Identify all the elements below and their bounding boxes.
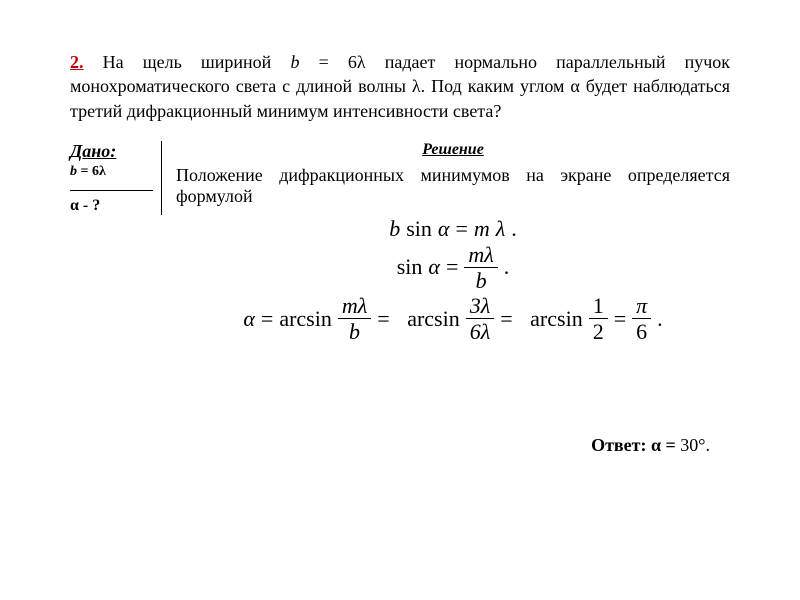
eq1-eq: =: [455, 217, 467, 241]
eq3-f1-num-l: λ: [358, 293, 368, 318]
eq2-num-m: m: [468, 242, 484, 267]
given-separator: [70, 190, 153, 191]
eq3-dot: .: [657, 307, 663, 331]
eq3-frac1: mλ b: [338, 294, 371, 343]
eq3-frac4: π 6: [632, 294, 651, 343]
eq3-f2-den: 6λ: [466, 319, 495, 343]
eq3-f3-num: 1: [589, 294, 608, 319]
eq2-alpha: α: [428, 255, 440, 279]
statement-part1: На щель шириной: [84, 52, 291, 72]
eq3-eq3: =: [500, 307, 512, 331]
eq3-alpha: α: [243, 307, 255, 331]
eq2-dot: .: [504, 255, 510, 279]
eq1-sin: sin: [406, 217, 432, 241]
eq3-frac2: 3λ 6λ: [466, 294, 495, 343]
page: 2. На щель шириной b = 6λ падает нормаль…: [0, 0, 800, 486]
eq2-num-l: λ: [484, 242, 494, 267]
given-line-1: b = 6λ: [70, 164, 153, 186]
eq3-f1-den: b: [345, 319, 364, 343]
solution-intro: Положение дифракционных минимумов на экр…: [176, 165, 730, 207]
given-block: Дано: b = 6λ α - ?: [70, 141, 162, 215]
eq2-sin: sin: [397, 255, 423, 279]
answer-value: 30°.: [680, 435, 710, 455]
equation-2: sin α = mλ b .: [176, 243, 730, 292]
solution-block: Решение Положение дифракционных минимумо…: [162, 141, 730, 345]
eq3-f3-den: 2: [589, 319, 608, 343]
eq3-eq2: =: [377, 307, 389, 331]
given-heading: Дано:: [70, 141, 153, 162]
answer-line: Ответ: α = 30°.: [70, 435, 730, 456]
problem-statement: 2. На щель шириной b = 6λ падает нормаль…: [70, 50, 730, 123]
given-b-val: = 6λ: [77, 164, 106, 179]
eq2-den: b: [472, 268, 491, 292]
eq3-f4-den: 6: [632, 319, 651, 343]
eq3-f4-num: π: [632, 294, 651, 319]
answer-label: Ответ: α =: [591, 435, 680, 455]
eq1-m: m: [474, 217, 490, 241]
solution-layout: Дано: b = 6λ α - ? Решение Положение диф…: [70, 141, 730, 345]
eq3-frac3: 1 2: [589, 294, 608, 343]
eq3-f1-num-m: m: [342, 293, 358, 318]
eq1-dot: .: [511, 217, 517, 241]
eq3-eq4: =: [614, 307, 626, 331]
equation-1: b sin α = mλ.: [176, 215, 730, 241]
eq3-arcsin1: arcsin: [279, 307, 332, 331]
eq1-l: λ: [496, 217, 506, 241]
eq3-eq1: =: [261, 307, 273, 331]
eq3-f2-num: 3λ: [466, 294, 495, 319]
eq2-frac: mλ b: [464, 243, 497, 292]
equation-3: α = arcsin mλ b = arcsin 3λ 6λ =: [176, 294, 730, 343]
eq1-alpha: α: [438, 217, 450, 241]
given-b-sym: b: [70, 164, 77, 179]
eq3-arcsin3: arcsin: [530, 307, 583, 331]
eq1-b: b: [389, 217, 400, 241]
eq3-arcsin2: arcsin: [407, 307, 460, 331]
eq2-eq: =: [446, 255, 458, 279]
problem-number: 2.: [70, 52, 84, 72]
solution-heading: Решение: [176, 141, 730, 159]
find-line: α - ?: [70, 197, 153, 215]
